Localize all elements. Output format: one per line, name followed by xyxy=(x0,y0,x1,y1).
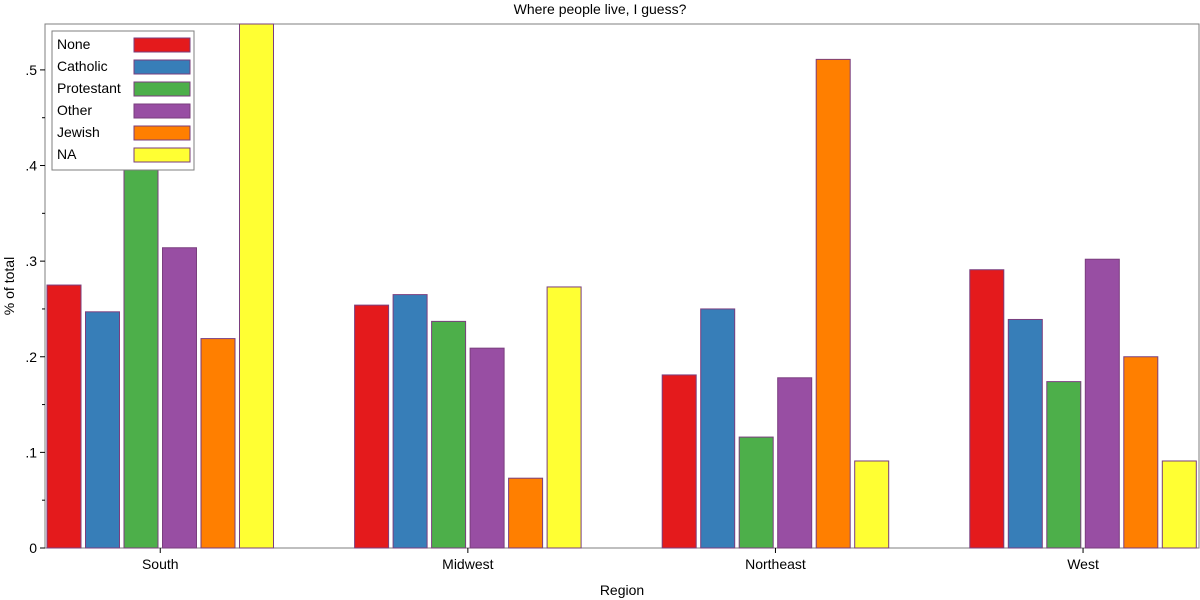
bar-na-south xyxy=(239,23,274,549)
legend-swatch xyxy=(133,37,191,53)
legend-swatch xyxy=(133,59,191,75)
x-tick-label: South xyxy=(142,556,179,572)
bar-protestant-west xyxy=(1046,381,1082,549)
bar-none-midwest xyxy=(354,304,390,549)
legend-label: Jewish xyxy=(57,124,100,140)
x-tick-label: West xyxy=(1067,556,1099,572)
bar-other-midwest xyxy=(469,347,505,549)
bar-protestant-northeast xyxy=(738,436,774,549)
bar-na-northeast xyxy=(854,460,890,549)
y-tick-label: .2 xyxy=(25,349,37,365)
legend-label: None xyxy=(57,36,91,52)
bar-catholic-northeast xyxy=(700,308,736,549)
legend-box xyxy=(51,30,195,171)
x-tick-label: Midwest xyxy=(442,556,493,572)
y-tick-label: .1 xyxy=(25,444,37,460)
bar-none-northeast xyxy=(661,374,697,549)
x-axis: South Midwest Northeast West xyxy=(142,548,1099,572)
bar-catholic-west xyxy=(1007,318,1043,549)
chart-title: Where people live, I guess? xyxy=(514,1,687,17)
bar-jewish-northeast xyxy=(815,58,851,549)
legend-swatch xyxy=(133,103,191,119)
legend-swatch xyxy=(133,125,191,141)
bar-protestant-south xyxy=(123,96,159,549)
plot-area xyxy=(44,23,1200,549)
x-tick-label: Northeast xyxy=(745,556,806,572)
legend: None Catholic Protestant Other Jewish NA xyxy=(51,30,195,171)
y-tick-label: .3 xyxy=(25,253,37,269)
y-tick-label: .4 xyxy=(25,158,37,174)
bar-other-south xyxy=(162,247,197,549)
bar-catholic-south xyxy=(85,311,120,549)
legend-label: Other xyxy=(57,102,92,118)
bars xyxy=(46,23,1197,549)
x-axis-label: Region xyxy=(600,582,644,598)
y-axis: 0 .1 .2 .3 .4 .5 xyxy=(25,62,45,556)
legend-label: Catholic xyxy=(57,58,108,74)
bar-na-midwest xyxy=(546,286,582,549)
bar-none-south xyxy=(46,284,82,549)
y-tick-label: 0 xyxy=(29,540,37,556)
bar-none-west xyxy=(969,269,1005,549)
bar-na-west xyxy=(1161,460,1197,549)
legend-swatch xyxy=(133,81,191,97)
bar-jewish-west xyxy=(1123,356,1159,549)
legend-label: NA xyxy=(57,146,77,162)
y-tick-label: .5 xyxy=(25,62,37,78)
legend-swatch xyxy=(133,147,191,163)
bar-jewish-south xyxy=(200,338,236,549)
bar-other-west xyxy=(1084,258,1120,549)
bar-other-northeast xyxy=(777,377,813,549)
y-axis-label: % of total xyxy=(1,257,17,315)
legend-label: Protestant xyxy=(57,80,121,96)
bar-catholic-midwest xyxy=(392,294,428,549)
bar-protestant-midwest xyxy=(431,320,467,549)
bar-jewish-midwest xyxy=(508,477,544,549)
